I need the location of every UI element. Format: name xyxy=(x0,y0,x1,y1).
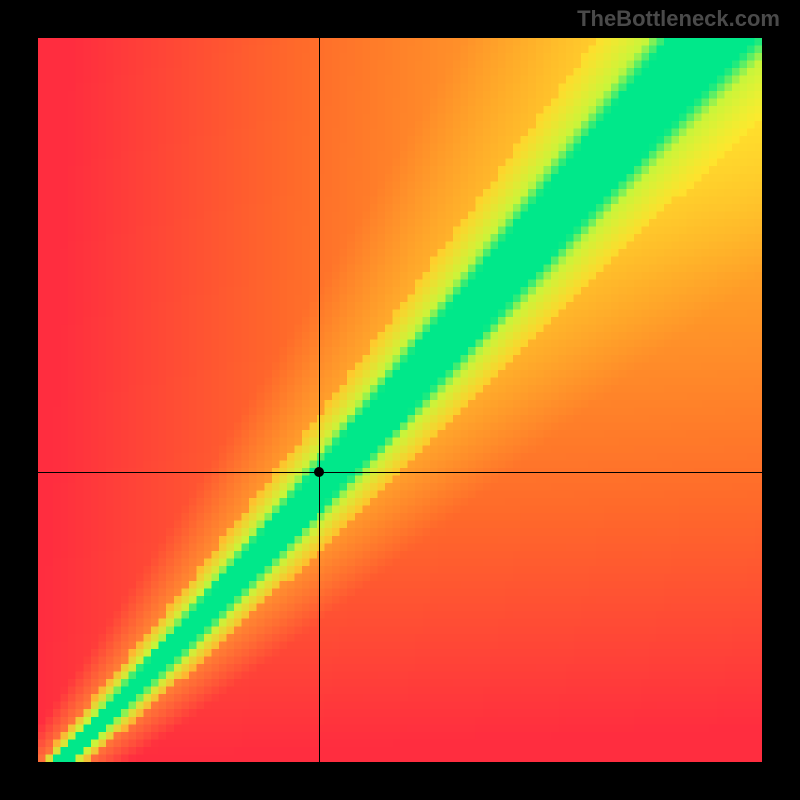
data-point-marker xyxy=(314,467,324,477)
watermark-text: TheBottleneck.com xyxy=(577,6,780,32)
crosshair-vertical xyxy=(319,38,320,762)
heatmap-canvas xyxy=(38,38,762,762)
chart-outer-frame: TheBottleneck.com xyxy=(0,0,800,800)
crosshair-horizontal xyxy=(38,472,762,473)
heatmap-plot-area xyxy=(38,38,762,762)
